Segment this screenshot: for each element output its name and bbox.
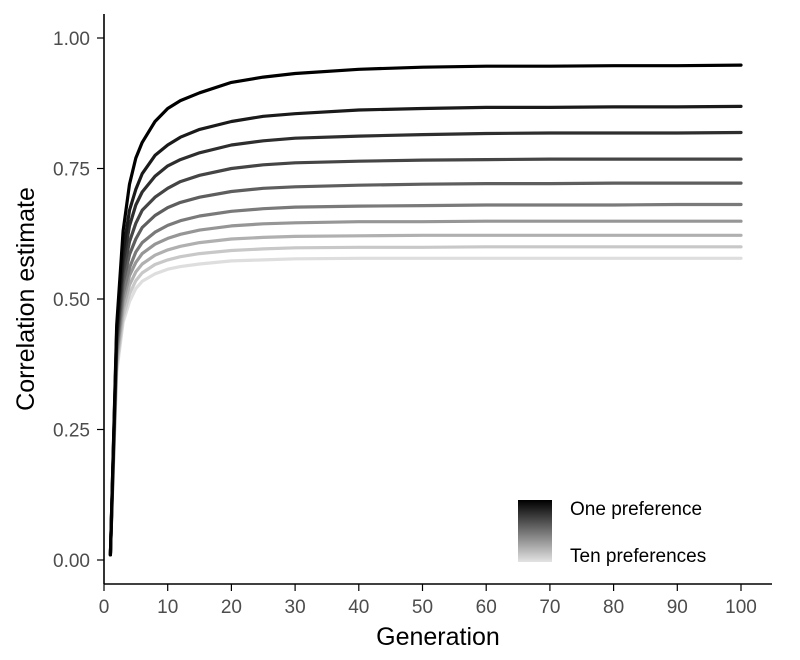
y-axis-ticks: 0.00 0.25 0.50 0.75 1.00 bbox=[53, 29, 104, 572]
series-line bbox=[108, 233, 743, 557]
series-line bbox=[108, 157, 743, 557]
series-line bbox=[108, 181, 743, 557]
x-tick-label: 60 bbox=[476, 597, 497, 618]
x-axis-ticks: 0 10 20 30 40 50 60 70 80 90 100 bbox=[99, 584, 757, 618]
plot-series-group bbox=[108, 63, 743, 557]
series-line bbox=[108, 256, 743, 557]
x-tick-label: 40 bbox=[348, 597, 369, 618]
y-tick-label: 0.50 bbox=[53, 290, 90, 311]
legend-colorbar bbox=[518, 500, 552, 562]
y-tick-label: 0.75 bbox=[53, 160, 90, 181]
x-axis-title: Generation bbox=[376, 623, 500, 651]
series-line bbox=[108, 245, 743, 557]
x-tick-label: 50 bbox=[412, 597, 433, 618]
x-tick-label: 20 bbox=[221, 597, 242, 618]
legend: One preference Ten preferences bbox=[518, 499, 706, 567]
legend-label-top: One preference bbox=[570, 499, 702, 520]
x-tick-label: 0 bbox=[99, 597, 110, 618]
series-line bbox=[108, 202, 743, 557]
y-tick-label: 0.00 bbox=[53, 551, 90, 572]
x-tick-label: 70 bbox=[539, 597, 560, 618]
x-tick-label: 80 bbox=[603, 597, 624, 618]
series-line bbox=[108, 130, 743, 557]
series-line bbox=[108, 219, 743, 557]
x-tick-label: 10 bbox=[157, 597, 178, 618]
legend-label-bottom: Ten preferences bbox=[570, 546, 706, 567]
y-tick-label: 0.25 bbox=[53, 421, 90, 442]
x-tick-label: 90 bbox=[667, 597, 688, 618]
series-line bbox=[108, 63, 743, 557]
y-tick-label: 1.00 bbox=[53, 29, 90, 50]
x-tick-label: 100 bbox=[725, 597, 757, 618]
x-tick-label: 30 bbox=[285, 597, 306, 618]
y-axis-title: Correlation estimate bbox=[12, 187, 40, 411]
series-line bbox=[108, 104, 743, 557]
